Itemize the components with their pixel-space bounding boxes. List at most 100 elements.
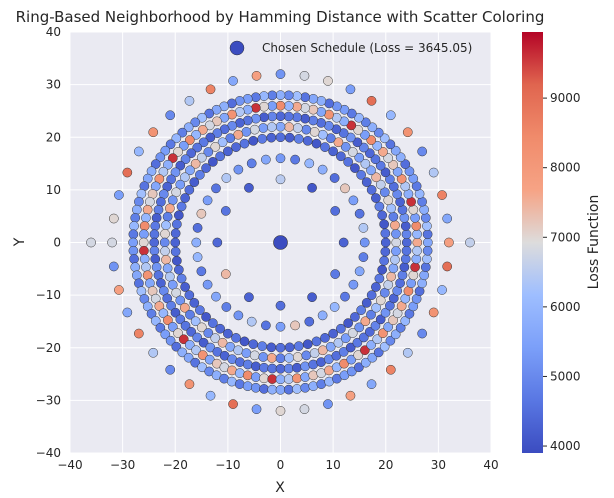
scatter-point <box>375 160 386 171</box>
scatter-point <box>128 245 139 256</box>
scatter-point <box>379 187 390 198</box>
y-tick-label: −10 <box>36 288 61 302</box>
scatter-point <box>170 237 181 248</box>
scatter-point <box>203 328 214 338</box>
scatter-point <box>249 350 260 361</box>
scatter-point <box>347 328 358 338</box>
scatter-point <box>266 353 277 363</box>
scatter-point <box>176 273 187 284</box>
scatter-point <box>250 92 261 103</box>
scatter-point <box>367 352 378 363</box>
colorbar-gradient <box>522 32 543 453</box>
scatter-point <box>242 381 253 392</box>
scatter-point <box>340 291 350 302</box>
scatter-points <box>86 69 475 416</box>
tick-labels: −40 −30 −20 −10 0 10 20 30 40 −40 −30 −20 −10 0 10 20 30… <box>36 25 499 472</box>
scatter-point <box>293 341 304 352</box>
scatter-point <box>165 110 176 121</box>
scatter-point <box>388 211 399 222</box>
scatter-point <box>465 237 475 248</box>
scatter-point <box>386 271 396 282</box>
scatter-point <box>371 172 382 183</box>
y-tick-label: 10 <box>46 183 61 197</box>
scatter-point <box>131 204 142 215</box>
scatter-point <box>372 140 383 151</box>
chart-title: Ring-Based Neighborhood by Hamming Dista… <box>16 8 545 26</box>
scatter-point <box>150 159 161 169</box>
scatter-point <box>149 237 160 248</box>
scatter-point <box>159 237 170 248</box>
scatter-point <box>422 254 432 264</box>
scatter-point <box>345 84 356 95</box>
scatter-point <box>333 137 344 148</box>
scatter-point <box>244 182 254 193</box>
scatter-point <box>184 379 195 390</box>
scatter-point <box>150 254 161 264</box>
scatter-point <box>163 315 173 326</box>
scatter-point <box>348 279 359 290</box>
scatter-point <box>380 246 391 257</box>
scatter-point <box>399 262 410 272</box>
scatter-point <box>248 339 259 350</box>
scatter-point <box>228 399 238 409</box>
scatter-point <box>261 154 271 165</box>
scatter-point <box>307 182 317 193</box>
scatter-point <box>383 279 394 290</box>
scatter-point <box>317 164 328 175</box>
scatter-point <box>374 201 385 212</box>
scatter-point <box>392 166 403 177</box>
scatter-point <box>388 263 399 274</box>
x-tick-label: −30 <box>110 458 135 472</box>
scatter-point <box>231 142 241 152</box>
scatter-point <box>419 270 430 281</box>
scatter-point <box>175 179 186 190</box>
scatter-point <box>139 229 149 240</box>
scatter-point <box>410 212 420 223</box>
scatter-point <box>385 110 396 121</box>
scatter-point <box>348 195 359 206</box>
scatter-point <box>275 132 286 143</box>
scatter-point <box>284 132 295 143</box>
scatter-point <box>437 285 447 295</box>
scatter-point <box>198 337 209 348</box>
scatter-point <box>171 287 182 298</box>
scatter-point <box>160 228 170 239</box>
scatter-point <box>293 133 304 144</box>
scatter-point <box>128 237 138 248</box>
scatter-point <box>275 406 286 416</box>
scatter-point <box>311 138 322 149</box>
scatter-point <box>366 340 377 350</box>
scatter-point <box>204 108 215 119</box>
scatter-point <box>366 309 376 320</box>
scatter-point <box>275 342 286 353</box>
y-tick-label: 30 <box>46 78 61 92</box>
scatter-point <box>345 342 356 353</box>
colorbar-tick-label: 7000 <box>550 230 581 244</box>
scatter-point <box>360 345 370 356</box>
scatter-point <box>114 285 124 295</box>
scatter-point <box>184 290 195 300</box>
scatter-point <box>171 219 182 230</box>
scatter-point <box>192 252 203 262</box>
scatter-point <box>179 302 190 313</box>
scatter-point <box>150 221 161 231</box>
scatter-point <box>173 328 183 339</box>
scatter-point <box>320 142 330 152</box>
scatter-point <box>360 129 370 140</box>
colorbar-tick-label: 8000 <box>550 161 581 175</box>
scatter-point <box>178 140 189 151</box>
scatter-point <box>292 112 302 123</box>
scatter-point <box>195 305 205 316</box>
scatter-point <box>173 146 183 157</box>
scatter-point <box>385 139 396 150</box>
scatter-point <box>356 305 366 316</box>
scatter-point <box>360 357 371 368</box>
scatter-point <box>283 363 294 374</box>
scatter-point <box>259 373 269 384</box>
scatter-point <box>141 262 151 273</box>
scatter-point <box>410 262 420 273</box>
scatter-point <box>241 127 252 137</box>
scatter-point <box>215 323 225 334</box>
scatter-point <box>233 345 244 356</box>
scatter-point <box>257 133 268 144</box>
